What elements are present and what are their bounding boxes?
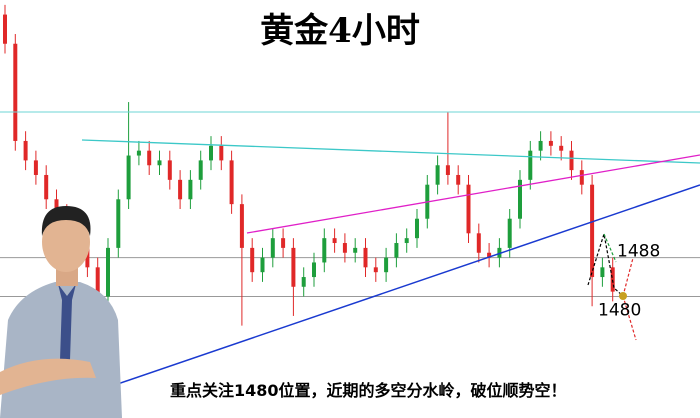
tie	[58, 284, 76, 372]
candle-body	[415, 218, 419, 239]
candle-body	[54, 199, 59, 214]
trend-line	[81, 139, 700, 164]
trend-line	[99, 184, 700, 391]
candle-body	[487, 252, 492, 258]
candle-body	[260, 257, 265, 273]
candle-body	[198, 160, 203, 180]
candle-body	[528, 150, 533, 180]
plot	[0, 4, 700, 326]
candle-body	[363, 247, 368, 268]
candle-body	[301, 277, 306, 287]
candle-body	[23, 140, 28, 161]
candle-body	[569, 150, 574, 171]
candle-body	[188, 179, 193, 200]
trend-line	[246, 154, 700, 234]
candle-body	[33, 160, 38, 175]
candle-body	[229, 160, 234, 205]
candle-body	[342, 243, 347, 253]
arms	[0, 358, 96, 395]
candle-body	[147, 150, 152, 166]
candle-body	[507, 218, 512, 248]
candle-body	[209, 145, 213, 161]
candle-body	[312, 262, 316, 278]
candle-body	[157, 160, 162, 166]
candle-body	[445, 165, 450, 175]
candle-body	[404, 238, 409, 244]
candle-body	[116, 199, 121, 248]
candle-body	[178, 179, 183, 200]
candle-body	[394, 243, 399, 258]
marker	[619, 292, 627, 300]
candle-body	[332, 238, 337, 244]
candle-body	[136, 150, 141, 156]
presenter	[0, 206, 122, 418]
candle-body	[270, 238, 275, 258]
candle-body	[322, 238, 327, 263]
candle-body	[106, 247, 110, 297]
caption: 重点关注1480位置，近期的多空分水岭，破位顺势空！	[170, 381, 567, 400]
candle-body	[579, 170, 584, 185]
candle-body	[497, 247, 502, 258]
level-label: 1480	[598, 300, 641, 320]
chart-title: 黄金4小时	[260, 11, 420, 51]
candle-body	[435, 165, 440, 185]
candle-body	[466, 184, 471, 234]
candle-body	[167, 160, 172, 180]
head	[42, 212, 90, 272]
candle-body	[384, 257, 389, 273]
candle-body	[600, 267, 605, 278]
candle-body	[476, 233, 481, 253]
level-label: 1488	[617, 242, 660, 262]
candle-body	[548, 140, 553, 146]
hair	[41, 206, 91, 236]
candle-body	[250, 247, 255, 273]
candle-body	[590, 184, 595, 278]
candle-body	[13, 43, 18, 141]
candle-body	[538, 140, 543, 151]
candle-body	[559, 145, 564, 151]
candle-body	[126, 155, 131, 200]
projection	[587, 233, 624, 297]
arrow	[622, 295, 637, 341]
candle-body	[281, 238, 286, 248]
candle-body	[95, 267, 100, 297]
candle-body	[456, 174, 461, 185]
candle-body	[291, 247, 296, 287]
candle-body	[44, 174, 49, 200]
candle-body	[518, 179, 522, 219]
candle-body	[3, 14, 7, 44]
candle-body	[610, 267, 615, 292]
projection	[603, 233, 617, 263]
candle-body	[353, 247, 358, 253]
candle-body	[373, 267, 378, 273]
candle-body	[219, 145, 224, 161]
arrow	[622, 257, 634, 297]
candle-body	[239, 204, 244, 248]
